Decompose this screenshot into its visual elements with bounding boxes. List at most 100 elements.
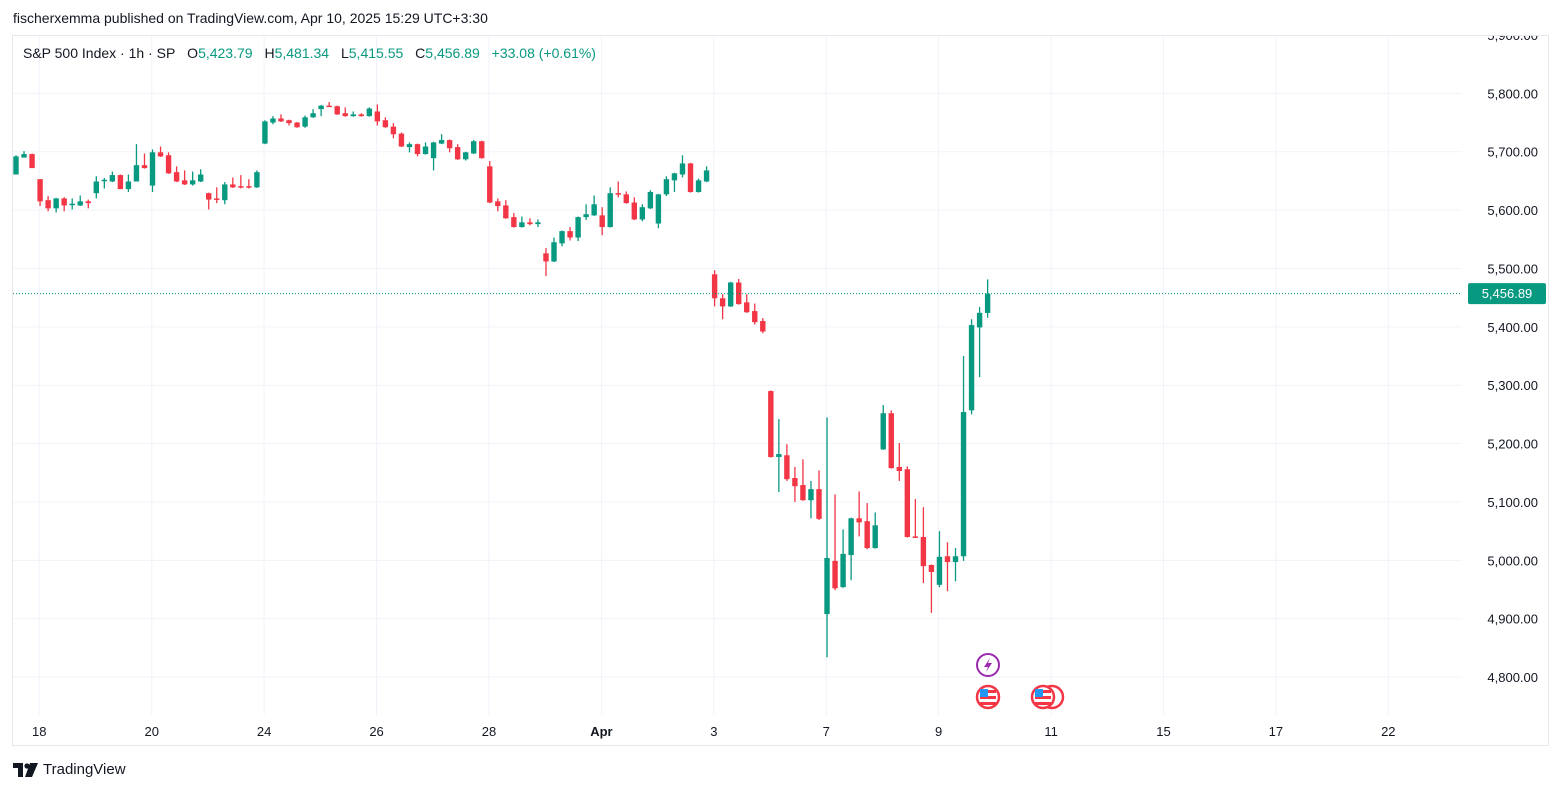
us-flag-icon[interactable]: [1030, 684, 1056, 710]
price-axis[interactable]: 4,800.00 4,900.00 5,000.00 5,100.00 5,200.00…: [1487, 28, 1538, 685]
price-tick-label: 4,800.00: [1487, 670, 1538, 685]
high-value: 5,481.34: [274, 45, 330, 61]
candle-body: [960, 412, 967, 557]
candle-down: [37, 179, 43, 207]
candle-body: [679, 163, 686, 175]
candle-body: [326, 105, 332, 108]
candle-up: [430, 141, 437, 171]
candle-body: [382, 120, 389, 128]
candle-body: [519, 222, 525, 228]
time-tick-label: 3: [710, 724, 717, 739]
candle-body: [125, 181, 132, 190]
candle-up: [840, 529, 846, 588]
change-value: +33.08 (+0.61%): [491, 45, 596, 61]
candle-body: [350, 114, 356, 117]
candle-up: [655, 193, 662, 229]
candle-down: [944, 542, 951, 592]
candle-body: [800, 485, 806, 501]
close-label: C: [415, 45, 426, 61]
candle-body: [808, 489, 814, 501]
candle-body: [832, 560, 838, 589]
candle-up: [583, 204, 589, 221]
candle-down: [342, 107, 348, 117]
candle-up: [679, 155, 686, 178]
high-label: H: [264, 45, 275, 61]
candle-down: [117, 174, 124, 190]
candle-down: [615, 181, 621, 198]
lightning-icon[interactable]: [976, 653, 1000, 677]
price-tick-label: 4,900.00: [1487, 612, 1538, 627]
candle-down: [567, 227, 573, 241]
candle-body: [543, 253, 549, 262]
time-tick-label: 9: [935, 724, 942, 739]
time-tick-label: 18: [32, 724, 46, 739]
candle-body: [230, 184, 236, 188]
candle-body: [623, 194, 629, 204]
candle-up: [222, 182, 228, 205]
candle-body: [438, 140, 445, 144]
candle-body: [406, 144, 413, 148]
candle-body: [21, 154, 27, 158]
candle-body: [695, 180, 702, 193]
candle-body: [214, 198, 220, 200]
time-axis[interactable]: 18 20 24 26 28 Apr 3 7 9 11 15 17 22: [32, 724, 1396, 739]
candle-body: [527, 222, 533, 225]
candle-body: [920, 536, 927, 567]
candle-up: [607, 187, 613, 228]
candle-up: [53, 197, 59, 213]
candle-up: [880, 405, 886, 451]
candle-up: [422, 142, 429, 155]
candle-body: [53, 198, 59, 209]
candle-down: [446, 139, 453, 153]
candle-body: [663, 179, 670, 195]
price-tick-label: 5,700.00: [1487, 145, 1538, 160]
low-label: L: [340, 45, 349, 61]
candle-body: [398, 133, 405, 147]
candle-up: [647, 190, 654, 209]
candle-body: [366, 108, 373, 117]
candle-down: [800, 459, 806, 501]
candle-body: [784, 455, 790, 480]
candle-body: [591, 204, 597, 216]
time-tick-label: 22: [1381, 724, 1395, 739]
time-tick-label: 11: [1044, 724, 1058, 739]
us-flag-icon[interactable]: [975, 684, 1001, 710]
candle-down: [631, 197, 638, 221]
candle-down: [760, 318, 766, 334]
open-label: O: [187, 45, 199, 61]
chart-frame: [12, 35, 1549, 746]
candle-body: [535, 222, 541, 225]
candle-up: [559, 230, 565, 247]
candle-body: [342, 113, 348, 117]
candle-up: [936, 531, 943, 588]
candle-down: [278, 114, 284, 122]
candle-up: [808, 480, 814, 519]
candle-body: [727, 282, 734, 307]
candle-body: [85, 201, 91, 204]
candle-body: [390, 126, 397, 135]
candle-down: [238, 175, 244, 189]
candle-body: [719, 298, 726, 307]
candle-body: [310, 113, 316, 118]
symbol-title[interactable]: S&P 500 Index · 1h · SP: [23, 45, 176, 61]
candle-up: [462, 151, 469, 161]
candle-up: [101, 178, 108, 189]
candle-up: [13, 155, 19, 175]
candle-body: [944, 556, 951, 563]
tradingview-logo[interactable]: TradingView: [13, 761, 126, 778]
candle-body: [374, 111, 381, 122]
candle-body: [631, 202, 638, 220]
price-tick-label: 5,900.00: [1487, 28, 1538, 43]
candle-body: [703, 170, 710, 182]
candle-down: [503, 200, 509, 219]
candle-body: [454, 147, 461, 160]
candle-down: [768, 390, 774, 458]
candle-body: [246, 186, 252, 188]
candle-down: [736, 278, 742, 305]
candle-body: [29, 154, 35, 169]
candle-body: [149, 152, 156, 186]
candle-up: [960, 356, 967, 561]
price-tick-label: 5,600.00: [1487, 203, 1538, 218]
last-price-text: 5,456.89: [1482, 286, 1533, 301]
